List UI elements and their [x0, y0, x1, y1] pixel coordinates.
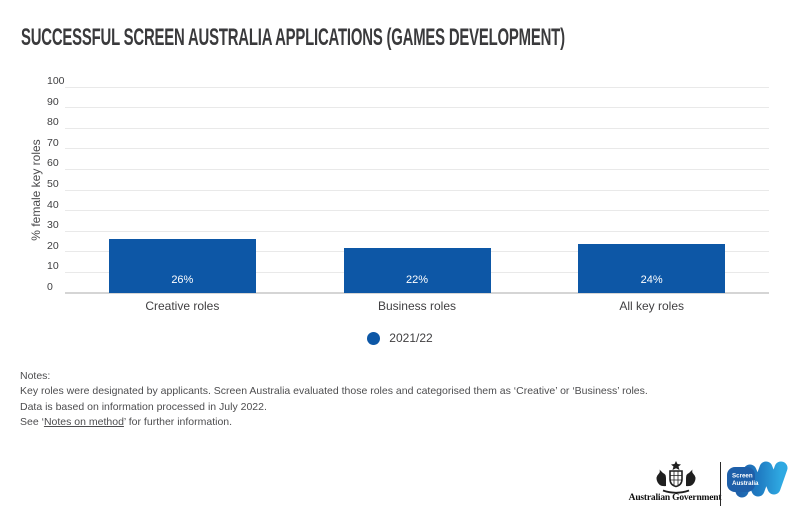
y-axis-tick-label: 30 — [47, 219, 59, 232]
gridline — [65, 168, 769, 170]
y-axis-tick-label: 10 — [47, 260, 59, 273]
y-axis-tick-label: 70 — [47, 136, 59, 149]
gridline — [65, 127, 769, 129]
x-axis-line — [65, 292, 769, 294]
x-axis-category-label: Business roles — [377, 299, 456, 313]
y-axis-tick-label: 60 — [47, 157, 59, 170]
bar-all-key-roles[interactable] — [578, 243, 726, 293]
gridline — [65, 148, 769, 150]
y-axis-tick-label: 0 — [47, 281, 53, 293]
australian-coat-of-arms-icon — [656, 461, 696, 494]
notes-see-prefix: See ‘ — [20, 416, 44, 429]
bar-value-label: 26% — [171, 274, 194, 286]
screen-logo-text-line2: Australia — [732, 480, 759, 487]
notes-line: Data is based on information processed i… — [20, 400, 267, 413]
bar-business-roles[interactable] — [343, 247, 491, 293]
chart-legend[interactable]: 2021/22 — [0, 330, 800, 346]
notes-block: Notes: Key roles were designated by appl… — [20, 369, 740, 431]
y-axis-tick-label: 40 — [47, 198, 59, 211]
gridline — [65, 107, 769, 109]
screen-australia-logo-icon: Screen Australia — [727, 461, 788, 498]
legend-marker-icon — [367, 331, 381, 345]
notes-line: Key roles were designated by applicants.… — [20, 385, 648, 398]
x-axis-category-label: Creative roles — [145, 299, 220, 313]
bar-creative-roles[interactable] — [108, 239, 256, 293]
y-axis-title: % female key roles — [29, 139, 43, 241]
gridline — [65, 189, 769, 191]
bar-value-label: 24% — [640, 274, 663, 286]
bar-value-label: 22% — [405, 274, 429, 286]
gridline — [65, 86, 769, 88]
y-axis-tick-label: 100 — [47, 75, 65, 87]
notes-on-method-link[interactable]: Notes on method — [43, 416, 124, 429]
y-axis-tick-label: 20 — [47, 239, 59, 252]
gridline — [65, 230, 769, 232]
y-axis-tick-label: 90 — [47, 95, 59, 108]
gridline — [65, 210, 769, 212]
footer-logo-divider — [720, 462, 721, 506]
y-axis-tick-label: 50 — [47, 178, 59, 190]
screen-logo-text-line1: Screen — [732, 473, 753, 480]
notes-see-line: See ‘Notes on method’ for further inform… — [20, 415, 740, 430]
x-axis-category-label: All key roles — [619, 299, 684, 313]
australian-government-label: Australian Government — [628, 493, 722, 503]
notes-heading: Notes: — [20, 370, 51, 382]
legend-label: 2021/22 — [389, 331, 433, 345]
y-axis-tick-label: 80 — [47, 116, 59, 129]
notes-see-suffix: ’ for further information. — [123, 416, 233, 429]
page-title: SUCCESSFUL SCREEN AUSTRALIA APPLICATIONS… — [21, 24, 565, 51]
